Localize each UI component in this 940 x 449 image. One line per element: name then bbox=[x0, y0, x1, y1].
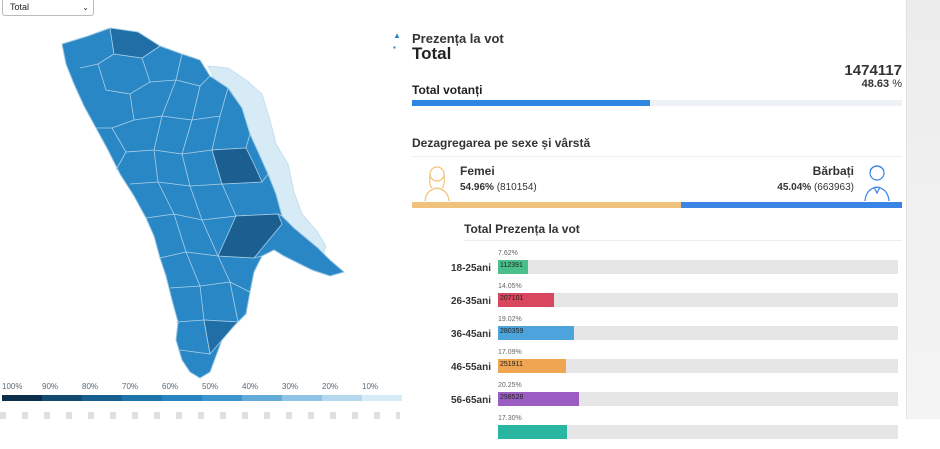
legend-color-cell bbox=[242, 395, 282, 401]
legend-color-cell bbox=[2, 395, 42, 401]
legend-tick-label: 40% bbox=[242, 382, 259, 391]
total-voters-label: Total votanți bbox=[412, 83, 483, 97]
legend-tick-label: 60% bbox=[162, 382, 179, 391]
district-boundary bbox=[229, 281, 251, 293]
age-group-count: 112391 bbox=[500, 262, 523, 269]
age-group-percent: 20.25% bbox=[498, 382, 522, 389]
legend-color-cell bbox=[282, 395, 322, 401]
turnout-panel: Prezența la vot Total 1474117 48.63 % To… bbox=[412, 0, 902, 439]
region-filter-value: Total bbox=[10, 2, 30, 12]
scroll-artifact bbox=[0, 412, 400, 419]
legend-tick-label: 90% bbox=[42, 382, 59, 391]
legend-tick-label: 20% bbox=[322, 382, 339, 391]
moldova-outline bbox=[61, 27, 346, 379]
age-group-bar-track: 251911 bbox=[498, 359, 898, 373]
age-group-bar-track: 207101 bbox=[498, 293, 898, 307]
browser-side-panel bbox=[906, 0, 940, 419]
legend-color-cell bbox=[162, 395, 202, 401]
male-icon bbox=[862, 160, 892, 202]
age-group-count: 298528 bbox=[500, 394, 524, 401]
percent-sign: % bbox=[892, 78, 902, 90]
female-label: Femei bbox=[460, 164, 495, 178]
age-group-count: 207101 bbox=[500, 295, 524, 302]
breakdown-title: Dezagregarea pe sexe și vârstă bbox=[412, 136, 591, 150]
age-group-count: 251911 bbox=[500, 361, 523, 368]
age-group-percent: 17.09% bbox=[498, 349, 522, 356]
legend-color-cell bbox=[202, 395, 242, 401]
female-percent: 54.96% bbox=[460, 182, 494, 193]
map-color-legend: 100% 90% 80% 70% 60% 50% 40% 30% 20% 10% bbox=[2, 382, 402, 406]
chevron-down-icon: ⌄ bbox=[82, 3, 89, 12]
legend-color-strip bbox=[2, 395, 402, 401]
legend-tick-label: 30% bbox=[282, 382, 299, 391]
turnout-progress-fill bbox=[412, 100, 651, 106]
age-group-bar-track bbox=[498, 425, 898, 439]
age-group-bar-track: 298528 bbox=[498, 392, 898, 406]
age-group-label: 26-35ani bbox=[450, 296, 491, 307]
age-group-bar-fill: 207101 bbox=[498, 293, 555, 307]
turnout-percent-value: 48.63 bbox=[861, 78, 890, 90]
female-segment bbox=[412, 202, 682, 208]
male-percent: 45.04% bbox=[777, 182, 812, 193]
age-group-percent: 14.05% bbox=[498, 283, 522, 290]
legend-tick-label: 70% bbox=[122, 382, 139, 391]
age-group-row: 46-55ani 17.09% 251911 bbox=[412, 349, 902, 383]
dot-icon: ▪ bbox=[393, 43, 396, 52]
triangle-icon: ▲ bbox=[393, 31, 401, 40]
age-group-bar-fill: 280359 bbox=[498, 326, 575, 340]
male-label: Bărbați bbox=[812, 164, 854, 178]
age-group-percent: 19.02% bbox=[498, 316, 522, 323]
panel-subtitle: Prezența la vot bbox=[412, 31, 504, 46]
divider bbox=[464, 240, 902, 241]
age-group-count: 280359 bbox=[500, 328, 524, 335]
age-group-label: 56-65ani bbox=[450, 395, 491, 406]
district-darker[interactable] bbox=[203, 313, 247, 355]
age-group-label: 36-45ani bbox=[450, 329, 491, 340]
age-group-row: 18-25ani 7.62% 112391 bbox=[412, 250, 902, 284]
male-count: (663963) bbox=[813, 182, 854, 193]
age-group-bar-fill: 251911 bbox=[498, 359, 567, 373]
age-group-label: 46-55ani bbox=[450, 362, 491, 373]
region-filter-select[interactable]: Total ⌄ bbox=[2, 0, 94, 16]
legend-color-cell bbox=[362, 395, 402, 401]
age-group-bar-track: 112391 bbox=[498, 260, 898, 274]
panel-title: Total bbox=[412, 44, 452, 63]
female-value: 54.96% (810154) bbox=[460, 182, 537, 193]
district-darker[interactable] bbox=[109, 27, 161, 59]
age-group-bar-fill: 298528 bbox=[498, 392, 579, 406]
age-group-row: 17.30% bbox=[412, 415, 902, 449]
age-group-row: 26-35ani 14.05% 207101 bbox=[412, 283, 902, 317]
age-section-title: Total Prezența la vot bbox=[464, 222, 580, 236]
legend-tick-label: 10% bbox=[362, 382, 379, 391]
legend-color-cell bbox=[322, 395, 362, 401]
legend-labels: 100% 90% 80% 70% 60% 50% 40% 30% 20% 10% bbox=[2, 382, 402, 392]
legend-color-cell bbox=[82, 395, 122, 401]
male-value: 45.04% (663963) bbox=[777, 182, 854, 193]
age-group-row: 56-65ani 20.25% 298528 bbox=[412, 382, 902, 416]
legend-tick-label: 50% bbox=[202, 382, 219, 391]
age-group-label: 18-25ani bbox=[450, 263, 491, 274]
female-count: (810154) bbox=[496, 182, 537, 193]
age-group-bar-fill: 112391 bbox=[498, 260, 529, 274]
district-boundary bbox=[96, 93, 135, 129]
district-darker[interactable] bbox=[217, 213, 283, 259]
age-group-bar-fill bbox=[498, 425, 568, 439]
legend-color-cell bbox=[122, 395, 162, 401]
turnout-map bbox=[50, 24, 350, 384]
turnout-progress-bar bbox=[412, 100, 902, 106]
divider bbox=[412, 156, 902, 157]
age-group-row: 36-45ani 19.02% 280359 bbox=[412, 316, 902, 350]
age-group-bar-track: 280359 bbox=[498, 326, 898, 340]
voters-count: 1474117 bbox=[844, 62, 902, 79]
legend-color-cell bbox=[42, 395, 82, 401]
gender-split-bar bbox=[412, 202, 902, 208]
legend-tick-label: 80% bbox=[82, 382, 99, 391]
legend-tick-label: 100% bbox=[2, 382, 23, 391]
female-icon bbox=[422, 162, 452, 202]
male-segment bbox=[681, 202, 902, 208]
age-group-percent: 7.62% bbox=[498, 250, 518, 257]
map-mini-legend: ▲ ▪ bbox=[393, 30, 401, 54]
turnout-percent: 48.63 % bbox=[862, 78, 902, 90]
district-darker[interactable] bbox=[211, 147, 263, 185]
